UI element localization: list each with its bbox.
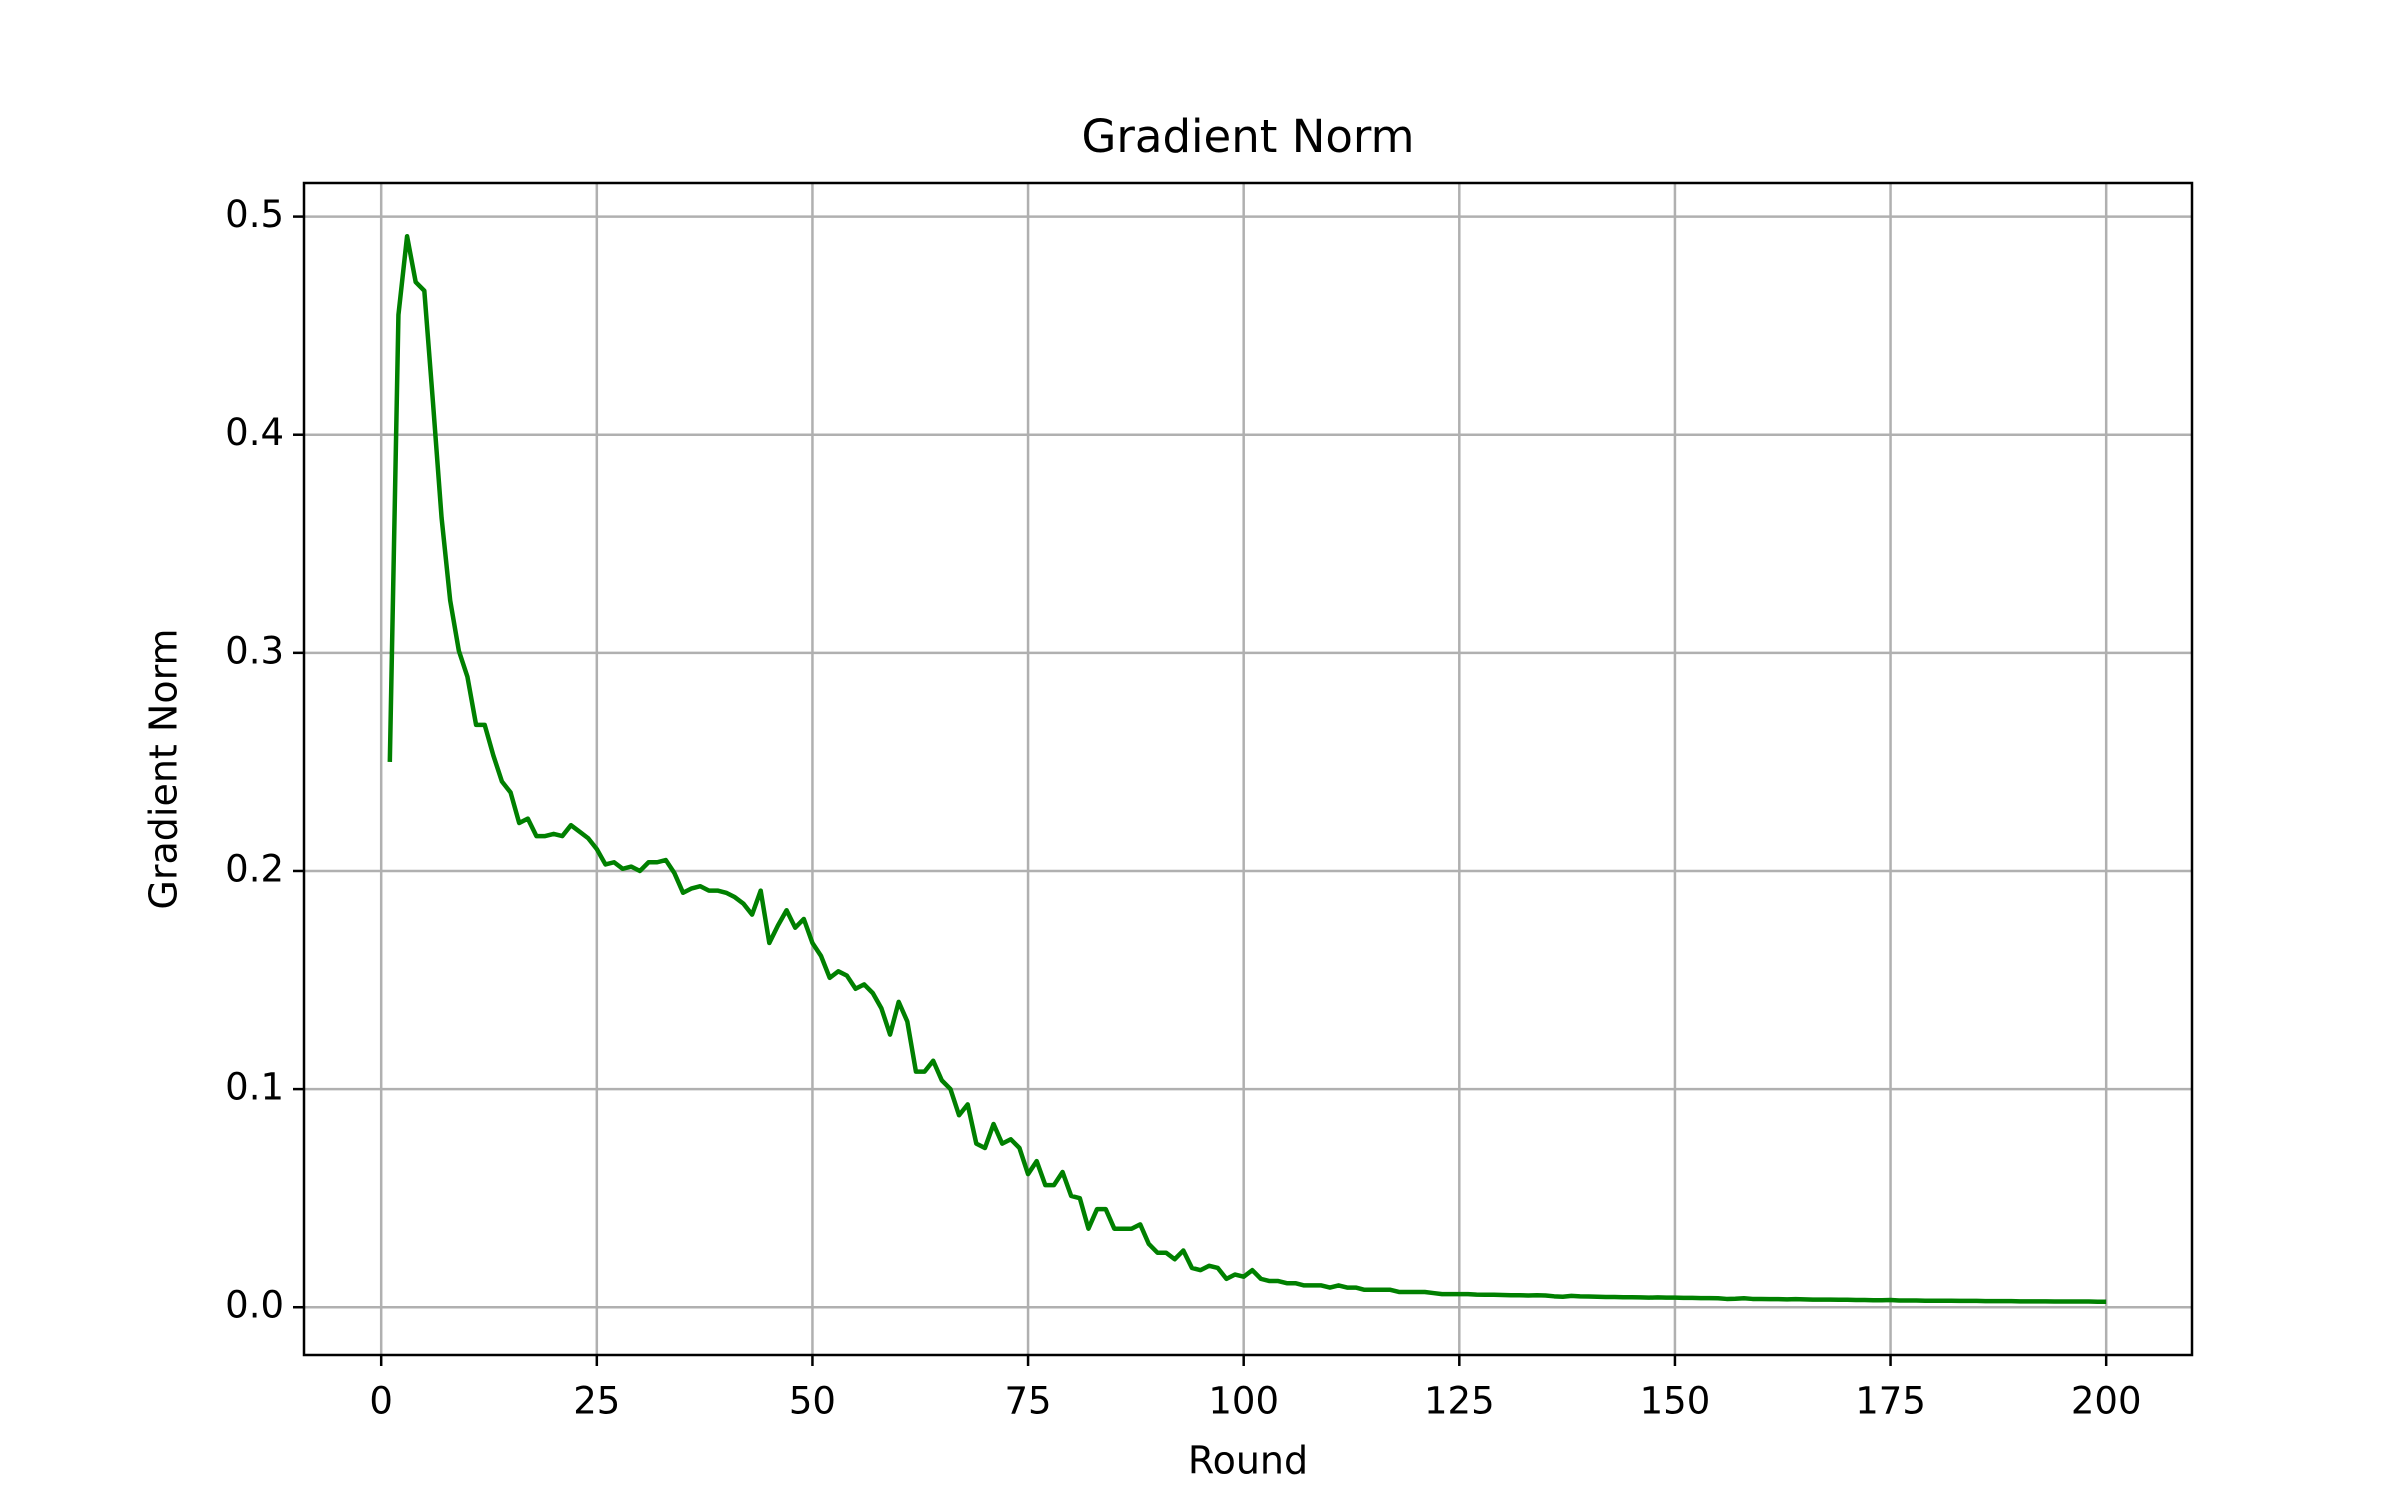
x-tick-label: 100	[1208, 1380, 1279, 1423]
x-tick-label: 50	[789, 1380, 836, 1423]
x-tick-label: 200	[2071, 1380, 2142, 1423]
x-tick-label: 125	[1424, 1380, 1495, 1423]
y-tick-label: 0.0	[225, 1284, 284, 1327]
x-tick-label: 150	[1640, 1380, 1711, 1423]
y-tick-label: 0.1	[225, 1066, 284, 1109]
data-line	[387, 233, 2107, 1305]
y-tick-label: 0.4	[225, 411, 284, 454]
y-tick-label: 0.2	[225, 847, 284, 890]
y-tick-label: 0.5	[225, 193, 284, 236]
x-tick-label: 25	[573, 1380, 620, 1423]
y-axis-label: Gradient Norm	[142, 628, 186, 909]
x-axis-label: Round	[1188, 1439, 1308, 1483]
axes-frame	[302, 181, 2194, 1357]
y-tick-label: 0.3	[225, 629, 284, 672]
x-tick-label: 175	[1855, 1380, 1926, 1423]
x-tick-label: 75	[1005, 1380, 1052, 1423]
x-tick-label: 0	[369, 1380, 393, 1423]
ticks: 0 25 50 75 100 125 150 175 200 0.0 0.1 0.2 0.3 0.4 0.5	[225, 193, 2141, 1422]
plot-area	[387, 233, 2107, 1305]
chart-title: Gradient Norm	[1082, 110, 1415, 163]
grid	[304, 183, 2192, 1355]
